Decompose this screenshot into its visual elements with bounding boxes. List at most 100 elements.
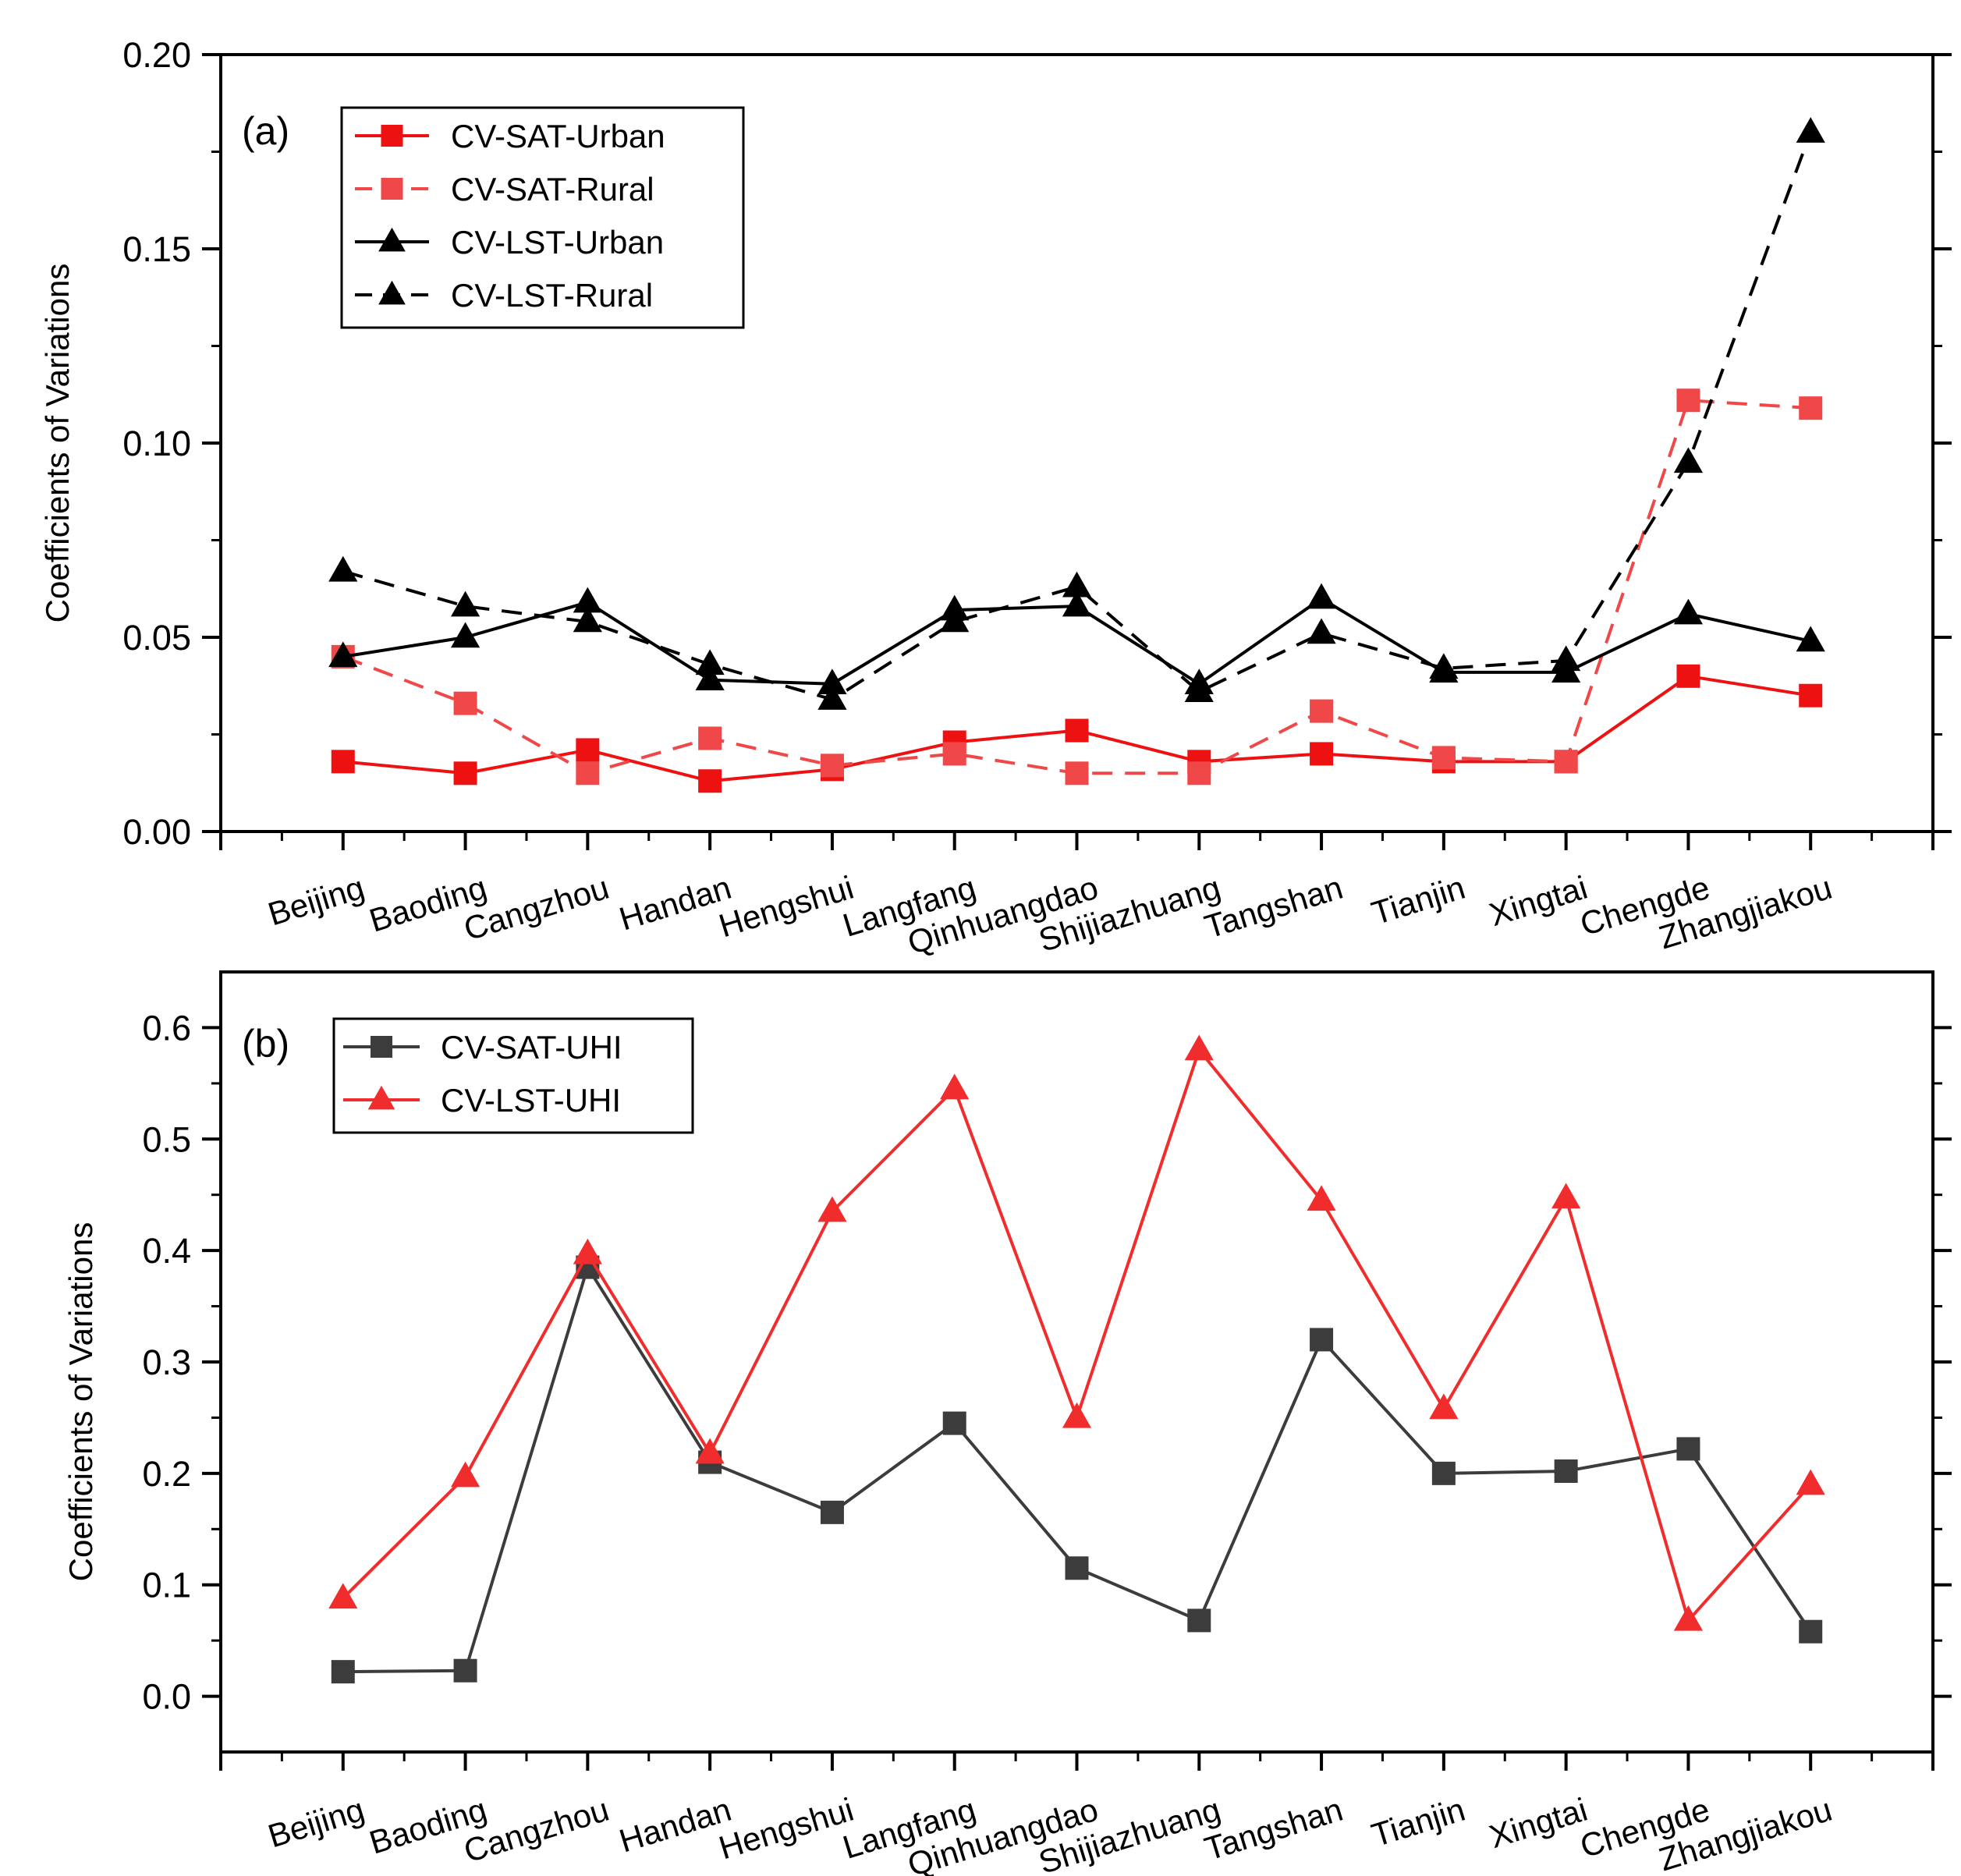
data-point: [817, 684, 847, 710]
data-point: [817, 1196, 847, 1222]
y-tick-label: 0.3: [142, 1342, 191, 1382]
data-point: [817, 668, 847, 694]
data-point: [1799, 683, 1823, 707]
data-point: [940, 606, 970, 633]
data-point: [576, 738, 600, 762]
data-point: [1431, 746, 1456, 770]
data-point: [1673, 447, 1704, 473]
data-point: [1187, 1608, 1211, 1633]
x-tick-label: Beijing: [264, 869, 368, 933]
data-point: [453, 761, 477, 786]
legend-label: CV-SAT-Urban: [451, 118, 665, 154]
x-tick-label: Tangshan: [1200, 869, 1347, 945]
data-point: [1310, 742, 1334, 766]
data-point: [942, 1411, 966, 1435]
data-point: [328, 1583, 358, 1609]
y-tick-label: 0.5: [142, 1119, 191, 1159]
series-line: [342, 1048, 1812, 1622]
data-point: [1551, 645, 1581, 672]
x-tick-label: Handan: [615, 869, 735, 938]
data-point: [1184, 676, 1214, 702]
panel-label: (a): [242, 109, 289, 153]
data-point: [1307, 618, 1336, 644]
y-tick-label: 0.10: [122, 424, 191, 463]
data-point: [1676, 1437, 1700, 1461]
chart-panel-b: 0.0 0.1 0.2 0.3 0.4 0.5 0.6 Coefficients of Var…: [62, 970, 1952, 1876]
data-point: [1065, 761, 1089, 786]
y-tick-label: 0.20: [122, 35, 191, 75]
x-tick-label: Xingtai: [1485, 1791, 1592, 1855]
data-point: [1310, 699, 1334, 723]
data-point: [1429, 1393, 1459, 1420]
data-point: [450, 590, 480, 617]
x-tick-label: Tianjin: [1367, 1791, 1470, 1854]
legend-box: [332, 1017, 694, 1134]
legend-marker: [378, 227, 406, 252]
data-point: [1673, 598, 1704, 625]
legend-marker: [381, 125, 403, 147]
data-point: [940, 1073, 970, 1100]
data-point: [573, 1238, 602, 1264]
data-point: [453, 691, 477, 715]
data-point: [453, 1658, 477, 1683]
y-tick-label: 0.6: [142, 1008, 191, 1048]
x-tick-label: Hengshui: [715, 869, 857, 945]
series-cv-lst-rural: [328, 117, 1825, 710]
x-tick-label: Tianjin: [1367, 869, 1470, 932]
legend-label: CV-SAT-Rural: [451, 171, 654, 207]
data-point: [1799, 1619, 1823, 1644]
series-line: [342, 1265, 1812, 1674]
legend-marker: [371, 1036, 392, 1058]
y-tick-label: 0.05: [122, 618, 191, 658]
legend-label: CV-LST-UHI: [441, 1082, 621, 1119]
data-point: [942, 742, 966, 766]
data-point: [1676, 388, 1700, 413]
data-point: [820, 1500, 844, 1524]
data-point: [1796, 1469, 1825, 1495]
legend: CV-SAT-Urban CV-SAT-Rural CV-LST-Urban CV-L…: [340, 106, 745, 329]
data-point: [1554, 1459, 1578, 1483]
x-tick-label: Handan: [615, 1791, 735, 1860]
data-point: [695, 649, 725, 676]
y-tick-label: 0.00: [122, 812, 191, 852]
data-point: [1307, 1185, 1336, 1211]
legend-marker: [367, 1085, 395, 1110]
data-point: [576, 761, 600, 786]
data-point: [1307, 583, 1336, 609]
data-point: [328, 555, 358, 582]
x-tick-label: Hengshui: [715, 1791, 857, 1867]
data-point: [1065, 1556, 1089, 1580]
data-point: [1184, 1034, 1214, 1061]
y-tick-label: 0.1: [142, 1566, 191, 1605]
data-point: [698, 769, 722, 793]
data-point: [1673, 1605, 1704, 1631]
y-axis-label: Coefficients of Variations: [39, 264, 76, 623]
y-tick-label: 0.4: [142, 1231, 191, 1271]
data-point: [1676, 664, 1700, 688]
x-tick-label: Tangshan: [1200, 1791, 1347, 1867]
data-point: [331, 750, 355, 774]
data-point: [695, 1438, 725, 1464]
data-point: [1187, 761, 1211, 786]
data-point: [1065, 718, 1089, 743]
data-point: [1431, 1461, 1456, 1485]
data-point: [695, 665, 725, 691]
data-point: [331, 1660, 355, 1684]
legend-marker: [381, 178, 403, 200]
data-point: [450, 1461, 480, 1488]
legend-marker: [378, 280, 406, 305]
y-axis-label: Coefficients of Variations: [62, 1222, 99, 1582]
legend-box: [340, 106, 745, 329]
data-point: [1796, 117, 1825, 143]
y-tick-label: 0.0: [142, 1677, 191, 1717]
legend-label: CV-SAT-UHI: [441, 1029, 622, 1066]
series-cv-lst-urban: [328, 583, 1825, 694]
series-cv-sat-rural: [331, 388, 1823, 786]
x-tick-label: Beijing: [264, 1791, 368, 1855]
data-point: [1310, 1328, 1334, 1352]
legend-label: CV-LST-Urban: [451, 224, 664, 261]
data-point: [1062, 571, 1092, 598]
series-cv-sat-uhi: [331, 1255, 1823, 1684]
x-tick-label: Xingtai: [1485, 869, 1592, 933]
data-point: [328, 641, 358, 668]
